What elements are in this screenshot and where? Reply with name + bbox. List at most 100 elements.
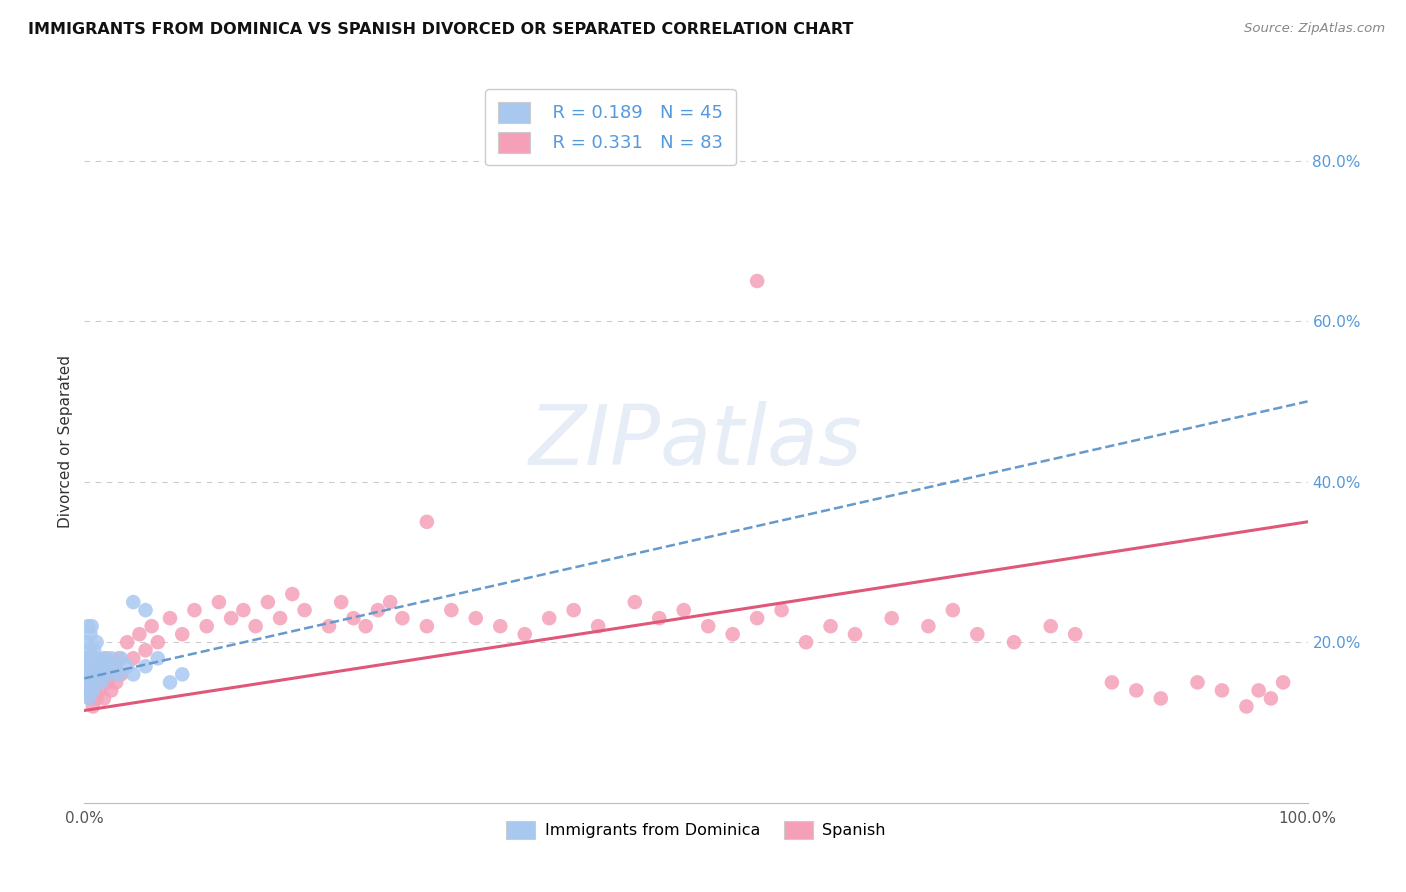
Point [105,675,128,690]
Point [122,595,145,609]
Point [391,611,413,625]
Point [721,627,744,641]
Point [89,659,111,673]
Point [538,611,561,625]
Point [79,659,101,673]
Point [86,635,108,649]
Point [90,659,112,673]
Point [122,667,145,681]
Point [80,619,103,633]
Point [93,691,115,706]
Point [94,667,117,681]
Point [82,699,104,714]
Point [77,651,100,665]
Point [917,619,939,633]
Point [115,635,138,649]
Point [86,691,108,706]
Point [115,659,138,673]
Point [77,683,100,698]
Point [1260,691,1282,706]
Point [697,619,720,633]
Point [76,659,98,673]
Point [83,667,105,681]
Point [82,683,104,698]
Point [562,603,585,617]
Point [747,611,769,625]
Point [942,603,965,617]
Point [1002,635,1025,649]
Point [86,667,108,681]
Point [416,619,439,633]
Point [104,659,127,673]
Point [135,643,157,657]
Point [281,587,304,601]
Point [84,683,107,698]
Point [416,515,439,529]
Point [93,651,115,665]
Point [77,691,100,706]
Point [107,667,129,681]
Point [1150,691,1173,706]
Point [97,667,120,681]
Point [330,595,353,609]
Point [880,611,903,625]
Point [672,603,695,617]
Point [1125,683,1147,698]
Point [75,667,97,681]
Point [87,667,110,681]
Point [80,675,103,690]
Point [245,619,267,633]
Point [89,683,111,698]
Point [103,659,125,673]
Point [128,627,150,641]
Point [80,675,103,690]
Point [87,675,110,690]
Point [464,611,486,625]
Point [318,619,340,633]
Point [172,667,194,681]
Point [820,619,842,633]
Point [79,683,101,698]
Legend: Immigrants from Dominica, Spanish: Immigrants from Dominica, Spanish [499,814,893,846]
Point [1039,619,1062,633]
Point [97,667,120,681]
Point [110,667,132,681]
Point [84,651,107,665]
Point [159,611,181,625]
Point [1064,627,1087,641]
Point [1187,675,1209,690]
Point [513,627,536,641]
Point [82,659,104,673]
Point [794,635,817,649]
Point [135,659,157,673]
Point [87,667,110,681]
Point [257,595,280,609]
Point [135,603,157,617]
Y-axis label: Divorced or Separated: Divorced or Separated [58,355,73,528]
Point [77,675,100,690]
Point [380,595,402,609]
Point [77,643,100,657]
Point [146,635,169,649]
Point [122,651,145,665]
Point [76,683,98,698]
Point [1247,683,1270,698]
Point [77,619,100,633]
Point [91,667,114,681]
Point [1211,683,1233,698]
Point [79,691,101,706]
Point [84,675,107,690]
Point [342,611,364,625]
Point [87,659,110,673]
Point [80,651,103,665]
Point [107,651,129,665]
Point [208,595,231,609]
Point [97,675,120,690]
Point [1272,675,1295,690]
Point [100,651,122,665]
Point [624,595,647,609]
Point [159,675,181,690]
Point [367,603,389,617]
Point [90,675,112,690]
Point [747,274,769,288]
